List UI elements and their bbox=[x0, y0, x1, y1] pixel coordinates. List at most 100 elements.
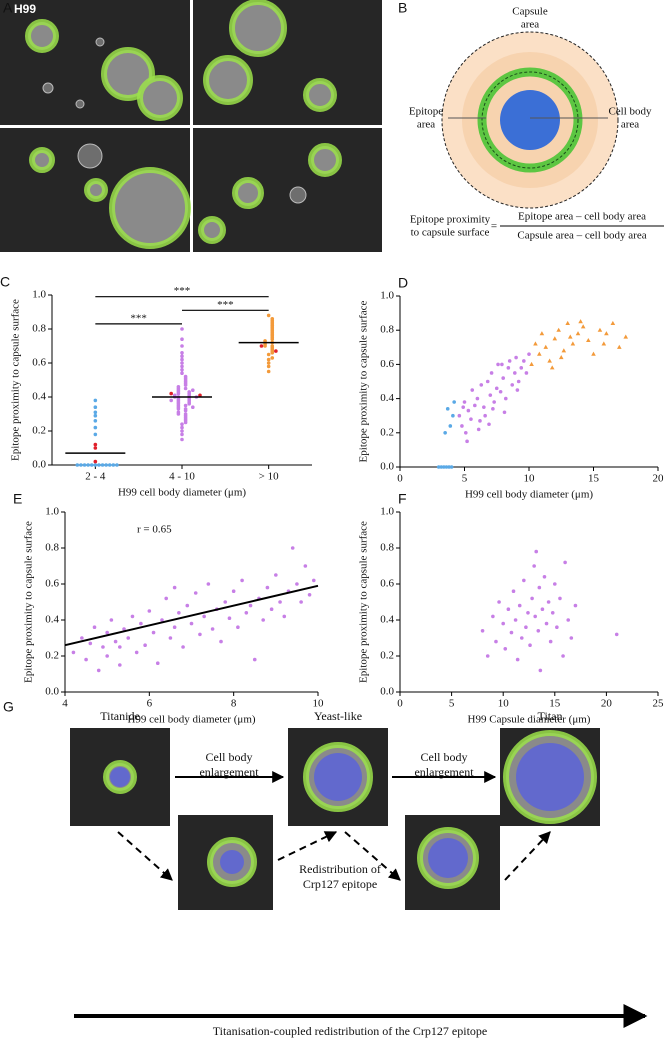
point bbox=[591, 351, 596, 356]
point bbox=[556, 327, 561, 332]
point bbox=[266, 369, 271, 374]
arrow-label: Redistribution of bbox=[299, 862, 381, 876]
stage-label: Yeast-like bbox=[314, 709, 362, 723]
point bbox=[524, 371, 529, 375]
point bbox=[299, 600, 303, 604]
point bbox=[180, 364, 184, 369]
point bbox=[570, 341, 576, 346]
point bbox=[597, 327, 603, 332]
flow: G bbox=[3, 699, 648, 1028]
point bbox=[519, 636, 524, 640]
point bbox=[107, 463, 112, 467]
point bbox=[227, 616, 232, 620]
point bbox=[223, 600, 228, 604]
significance-label: *** bbox=[174, 285, 191, 297]
point bbox=[511, 589, 516, 593]
point bbox=[517, 603, 522, 608]
point bbox=[231, 589, 236, 593]
point bbox=[601, 341, 607, 346]
y-tick-label: 1.0 bbox=[380, 290, 394, 302]
point bbox=[555, 625, 559, 629]
point bbox=[528, 643, 532, 647]
x-tick-label: 2 - 4 bbox=[85, 471, 106, 483]
point bbox=[522, 578, 526, 583]
point bbox=[183, 386, 188, 391]
x-tick-label: 0 bbox=[397, 473, 403, 485]
point bbox=[240, 578, 244, 583]
x-tick-label: 8 bbox=[231, 698, 237, 710]
point bbox=[109, 618, 114, 622]
point bbox=[261, 618, 265, 622]
point bbox=[151, 630, 156, 635]
point bbox=[448, 424, 453, 428]
y-tick-label: 0.2 bbox=[380, 426, 394, 438]
point bbox=[549, 365, 555, 370]
point bbox=[180, 354, 184, 359]
panel-letter: E bbox=[13, 491, 22, 507]
x-tick-label: > 10 bbox=[259, 471, 279, 483]
point bbox=[457, 413, 462, 418]
x-axis-label: H99 cell body diameter (μm) bbox=[118, 487, 246, 499]
point bbox=[86, 463, 90, 467]
point bbox=[538, 668, 543, 673]
point bbox=[118, 645, 122, 649]
y-tick-label: 0.2 bbox=[45, 650, 59, 662]
point bbox=[604, 331, 609, 336]
y-tick-label: 1.0 bbox=[45, 506, 59, 518]
point bbox=[202, 614, 206, 619]
point bbox=[463, 431, 468, 435]
y-axis-label: Epitope proximity to capsule surface bbox=[23, 521, 35, 683]
point bbox=[514, 355, 518, 360]
point bbox=[461, 405, 466, 409]
point bbox=[485, 654, 490, 658]
point bbox=[180, 351, 184, 355]
y-tick-label: 0.4 bbox=[32, 391, 46, 403]
point bbox=[97, 463, 101, 467]
point bbox=[164, 596, 168, 601]
x-tick-label: 20 bbox=[653, 473, 665, 485]
panel-letter: A bbox=[3, 0, 13, 16]
point bbox=[550, 611, 555, 615]
point bbox=[180, 327, 184, 331]
diagram-label: area bbox=[521, 19, 539, 31]
formula-label: to capsule surface bbox=[411, 227, 490, 239]
point bbox=[169, 391, 173, 396]
point bbox=[610, 320, 616, 325]
point bbox=[274, 349, 278, 353]
y-axis-label: Epitope proximity to capsule surface bbox=[358, 300, 370, 462]
panel-letter: D bbox=[398, 275, 408, 291]
point bbox=[266, 313, 271, 318]
y-tick-label: 0.0 bbox=[380, 461, 394, 473]
y-axis-label: Epitope proximity to capsule surface bbox=[10, 299, 22, 461]
point bbox=[527, 352, 531, 356]
x-tick-label: 5 bbox=[449, 698, 455, 710]
point bbox=[259, 344, 264, 348]
fit-line bbox=[64, 584, 319, 647]
x-tick-label: 6 bbox=[147, 698, 153, 710]
point bbox=[236, 625, 240, 629]
point bbox=[176, 410, 181, 415]
point bbox=[168, 636, 173, 640]
point bbox=[475, 396, 480, 401]
x-tick-label: 4 bbox=[62, 698, 68, 710]
significance-label: *** bbox=[217, 299, 234, 311]
point bbox=[118, 663, 122, 667]
point bbox=[444, 465, 449, 469]
x-tick-label: 15 bbox=[588, 473, 600, 485]
point bbox=[122, 627, 126, 631]
point bbox=[513, 371, 517, 375]
point bbox=[134, 650, 139, 655]
point bbox=[80, 636, 84, 640]
diagram-label: Cell body bbox=[608, 106, 652, 118]
point bbox=[290, 546, 295, 550]
point bbox=[558, 355, 564, 360]
y-tick-label: 0.6 bbox=[32, 357, 46, 369]
y-tick-label: 0.6 bbox=[45, 578, 59, 590]
x-tick-label: 15 bbox=[549, 698, 561, 710]
point bbox=[439, 465, 444, 469]
point bbox=[180, 371, 184, 376]
point bbox=[173, 393, 177, 398]
point bbox=[586, 337, 591, 343]
point bbox=[443, 431, 447, 435]
